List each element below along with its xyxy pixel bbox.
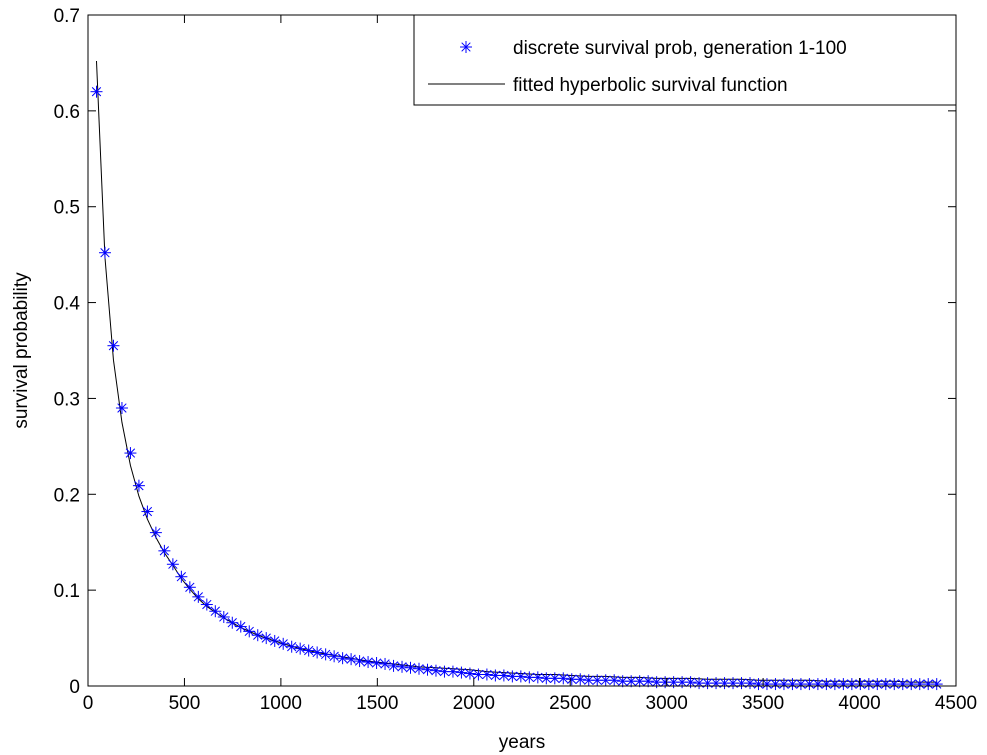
data-point-marker [251,629,264,642]
data-point-marker [412,662,425,675]
x-tick-label: 500 [169,693,201,714]
data-point-marker [862,678,875,691]
legend: discrete survival prob, generation 1-100… [413,14,957,106]
data-point-marker [217,610,230,623]
y-tick-label: 0 [69,677,80,698]
data-point-marker [209,605,222,618]
data-point-marker [879,678,892,691]
y-tick-label: 0.4 [54,294,81,315]
x-tick-label: 0 [83,693,94,714]
data-point-marker [379,657,392,670]
x-tick-label: 1000 [260,693,302,714]
data-point-marker [463,667,476,680]
data-point-marker [260,632,273,645]
legend-entry-markers: discrete survival prob, generation 1-100 [513,38,847,59]
data-point-marker [582,674,595,687]
data-point-marker [277,637,290,650]
x-tick-label: 2000 [453,693,495,714]
y-tick-label: 0.3 [54,389,80,410]
data-point-marker [175,570,188,583]
legend-asterisk-icon [460,41,472,53]
data-point-marker [531,671,544,684]
data-point-marker [913,678,926,691]
data-point-marker [158,544,171,557]
data-point-marker [302,644,315,657]
plot-area [88,15,956,686]
data-point-marker [642,675,655,688]
data-point-marker [752,678,765,691]
data-point-marker [226,616,239,629]
legend-marker-icon [460,41,472,53]
y-tick-label: 0.6 [54,102,80,123]
data-point-marker [421,663,434,676]
data-point-marker [497,669,510,682]
x-tick-label: 3000 [646,693,688,714]
data-point-marker [608,674,621,687]
data-point-marker [429,664,442,677]
data-point-marker [837,678,850,691]
data-point-marker [141,505,154,518]
data-point-marker [396,660,409,673]
x-tick-label: 4500 [935,693,977,714]
data-point-marker [166,558,179,571]
y-tick-label: 0.5 [54,198,80,219]
x-tick-label: 1500 [356,693,398,714]
data-point-marker [107,339,120,352]
data-point-marker [362,656,375,669]
legend-entry-line: fitted hyperbolic survival function [513,75,788,96]
y-tick-label: 0.7 [54,6,80,27]
data-point-marker [98,246,111,259]
data-point-marker [200,598,213,611]
data-point-marker [132,479,145,492]
data-point-marker [803,678,816,691]
y-axis-label: survival probability [11,272,32,429]
x-axis-label: years [499,732,545,753]
data-point-marker [268,634,281,647]
data-point-marker [115,402,128,415]
data-point-marker [336,652,349,665]
data-point-marker [480,668,493,681]
data-point-marker [124,447,137,460]
marker-layer [90,85,943,691]
data-point-marker [370,656,383,669]
x-tick-label: 3500 [742,693,784,714]
data-point-marker [540,672,553,685]
data-point-marker [149,526,162,539]
data-point-marker [557,672,570,685]
data-point-marker [404,661,417,674]
x-tick-label: 4000 [838,693,880,714]
legend-box [413,14,957,106]
data-point-marker [183,581,196,594]
data-point-marker [845,678,858,691]
data-point-marker [574,673,587,686]
y-tick-label: 0.2 [54,485,80,506]
data-point-marker [455,666,468,679]
y-tick-label: 0.1 [54,581,80,602]
data-point-marker [353,655,366,668]
data-point-marker [90,85,103,98]
data-point-marker [345,653,358,666]
x-tick-label: 2500 [549,693,591,714]
data-point-marker [446,665,459,678]
data-point-marker [328,650,341,663]
data-point-marker [506,670,519,683]
data-point-marker [514,670,527,683]
data-point-marker [319,648,332,661]
tick-layer: 0 500 1000 1500 2000 2500 3000 3500 4000 4500 0 0.1… [54,6,978,714]
data-point-marker [311,646,324,659]
data-point-marker [285,640,298,653]
data-point-marker [387,659,400,672]
data-point-marker [192,590,205,603]
data-point-marker [743,677,756,690]
data-point-marker [294,642,307,655]
data-point-marker [930,678,943,691]
data-point-marker [234,620,247,633]
